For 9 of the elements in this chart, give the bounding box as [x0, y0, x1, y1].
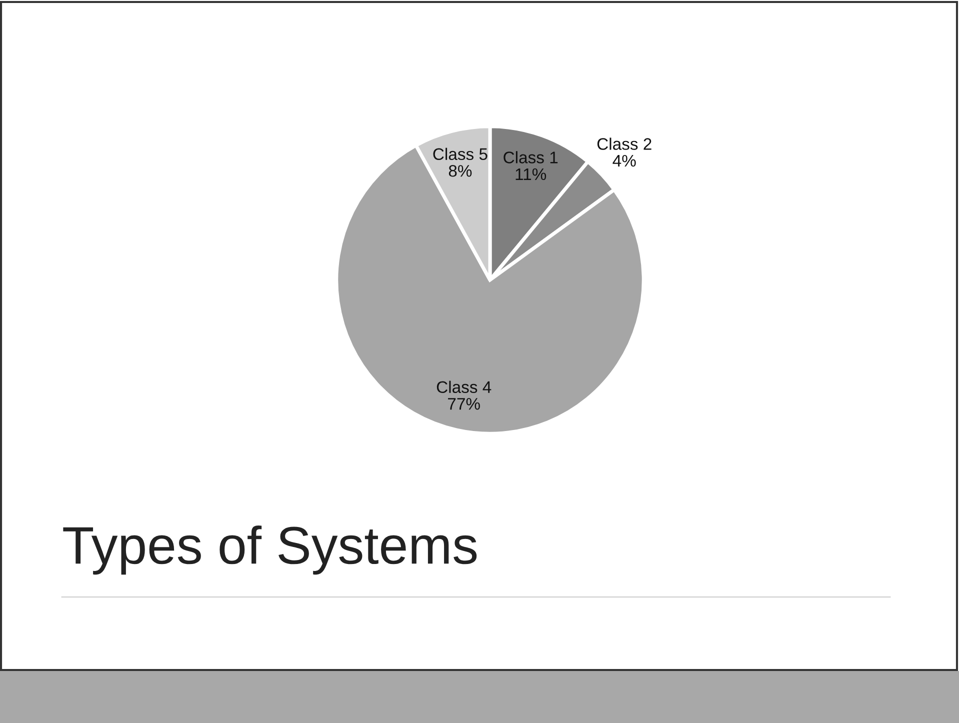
slice-label: Class 4 — [436, 380, 492, 394]
slice-label: Class 2 — [597, 138, 652, 150]
text: Types of Systems — [63, 525, 477, 575]
slice-label: Class 5 — [433, 148, 488, 160]
data-label: 8% — [448, 165, 472, 177]
slice-label: Class 1 — [504, 151, 558, 164]
data-label: 11% — [516, 168, 546, 180]
data-label: 4% — [612, 154, 636, 167]
data-label: 77% — [448, 398, 480, 410]
